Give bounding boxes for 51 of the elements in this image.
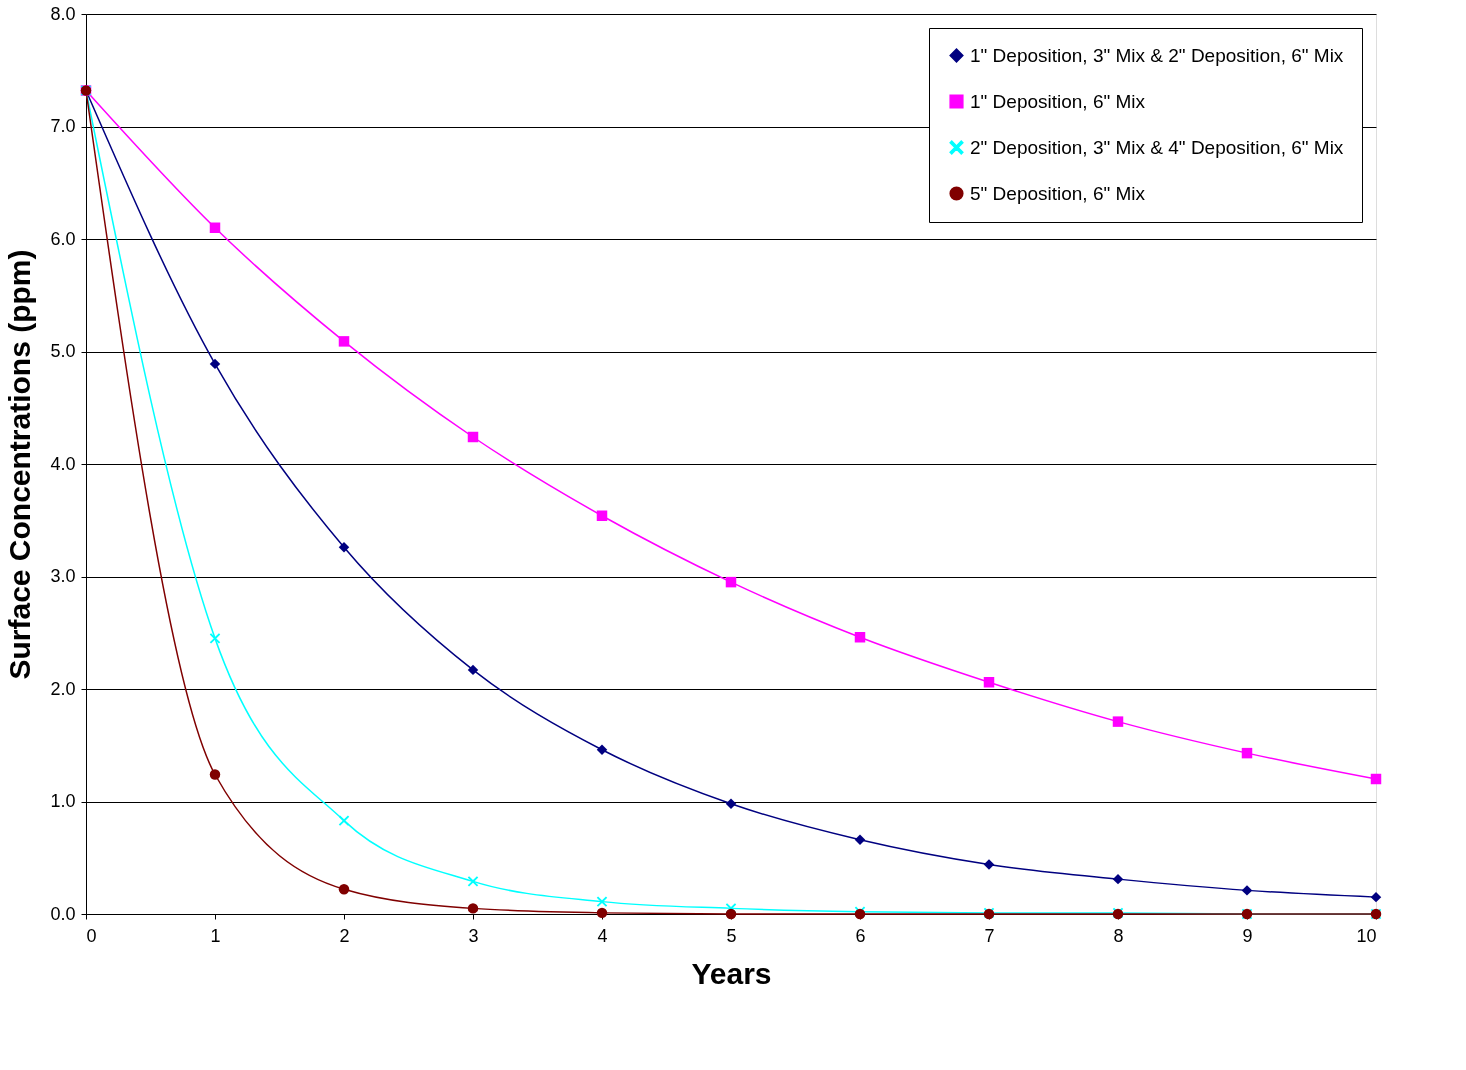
point (209, 222, 221, 233)
point (338, 884, 350, 895)
x-tick-label: 5 (726, 925, 737, 946)
point (983, 859, 995, 870)
point (467, 431, 479, 443)
legend-label: 1" Deposition, 3" Mix & 2" Deposition, 6" Mix (970, 44, 1344, 66)
point (1241, 747, 1253, 759)
point (1370, 891, 1382, 903)
legend-label: 1" Deposition, 6" Mix (970, 90, 1146, 112)
x-tick-label: 2 (339, 925, 350, 946)
point (596, 510, 608, 521)
point (1112, 716, 1124, 727)
point (338, 542, 350, 553)
point (725, 908, 737, 920)
y-axis-title: Surface Concentrations (ppm) (3, 249, 37, 680)
point (725, 576, 737, 588)
point (1112, 873, 1124, 885)
x-tick-label: 1 (210, 925, 221, 946)
point (725, 798, 737, 809)
x-axis-title: Years (691, 956, 772, 990)
point (596, 907, 608, 919)
point (596, 744, 608, 755)
x-tick-label: 9 (1242, 925, 1253, 946)
y-tick-label: 8.0 (50, 3, 76, 24)
x-tick-label: 3 (468, 925, 479, 946)
x-tick-label: 10 (1356, 925, 1377, 946)
x-tick-label: 4 (597, 925, 608, 946)
y-tick-label: 3.0 (50, 566, 76, 586)
legend-label: 2" Deposition, 3" Mix & 4" Deposition, 6" Mix (970, 136, 1344, 158)
point (854, 834, 866, 845)
y-tick-label: 7.0 (50, 116, 76, 136)
point (1241, 885, 1253, 896)
point (854, 632, 866, 643)
y-tick-label: 4.0 (50, 453, 76, 474)
legend-label: 5" Deposition, 6" Mix (970, 182, 1146, 204)
point (983, 677, 995, 688)
y-tick-label: 0.0 (50, 903, 76, 924)
y-tick-label: 2.0 (50, 678, 76, 699)
x-tick-label: 6 (855, 925, 866, 946)
point (1370, 773, 1382, 785)
point (209, 769, 221, 780)
x-tick-label: 8 (1113, 925, 1124, 946)
y-tick-label: 1.0 (50, 791, 76, 811)
point (467, 664, 479, 676)
x-tick-label: 0 (86, 925, 97, 946)
point (467, 903, 479, 914)
point (338, 336, 350, 347)
y-tick-label: 6.0 (50, 228, 76, 249)
point (209, 358, 221, 370)
x-tick-label: 7 (984, 925, 995, 946)
y-tick-label: 5.0 (50, 341, 76, 361)
